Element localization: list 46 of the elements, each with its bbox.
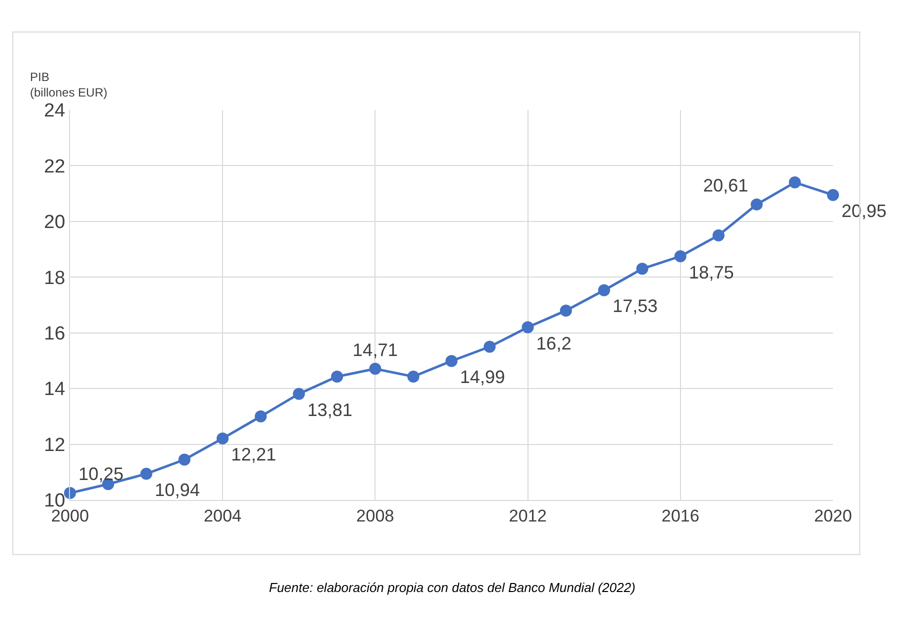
y-tick-label: 16 — [44, 324, 66, 345]
data-label: 16,2 — [536, 333, 572, 354]
point — [64, 487, 76, 500]
y-tick-label: 20 — [44, 212, 66, 234]
point — [598, 284, 610, 296]
data-label: 10,94 — [154, 480, 200, 500]
x-tick-label: 2008 — [356, 506, 394, 526]
point — [788, 176, 801, 188]
y-tick-label: 24 — [44, 100, 66, 122]
x-tick-label: 2000 — [51, 506, 89, 526]
data-label: 13,81 — [307, 400, 352, 420]
data-label: 12,21 — [231, 444, 276, 464]
y-tick-label: 22 — [44, 156, 66, 178]
y-axis-title: PIB (billones EUR) — [30, 70, 108, 100]
point — [254, 410, 267, 422]
x-tick-label: 2012 — [508, 506, 547, 526]
point — [674, 250, 686, 262]
point — [827, 188, 839, 201]
point — [216, 432, 229, 444]
point — [712, 229, 725, 242]
point — [331, 370, 344, 383]
data-label: 10,25 — [78, 464, 124, 484]
point — [178, 454, 190, 466]
data-label: 14,99 — [460, 366, 506, 387]
data-label: 14,71 — [352, 340, 398, 360]
point — [560, 304, 572, 317]
point — [636, 262, 648, 275]
point — [750, 198, 763, 210]
x-tick-label: 2016 — [661, 506, 700, 526]
y-tick-label: 14 — [44, 379, 66, 400]
point — [484, 340, 496, 353]
y-tick-label: 18 — [44, 268, 66, 289]
data-label: 20,95 — [842, 200, 887, 221]
point — [369, 362, 382, 375]
point — [522, 321, 534, 334]
x-tick-label: 2020 — [814, 506, 852, 526]
y-tick-label: 12 — [44, 434, 66, 456]
data-label: 17,53 — [612, 296, 658, 316]
data-label: 18,75 — [688, 262, 734, 282]
point — [446, 354, 458, 367]
source-note: Fuente: elaboración propia con datos del Banco Mundial (2022) — [269, 580, 636, 595]
x-tick-label: 2004 — [204, 506, 242, 526]
point — [292, 388, 305, 400]
point — [407, 370, 420, 383]
data-label: 20,61 — [703, 175, 748, 196]
point — [140, 468, 152, 480]
